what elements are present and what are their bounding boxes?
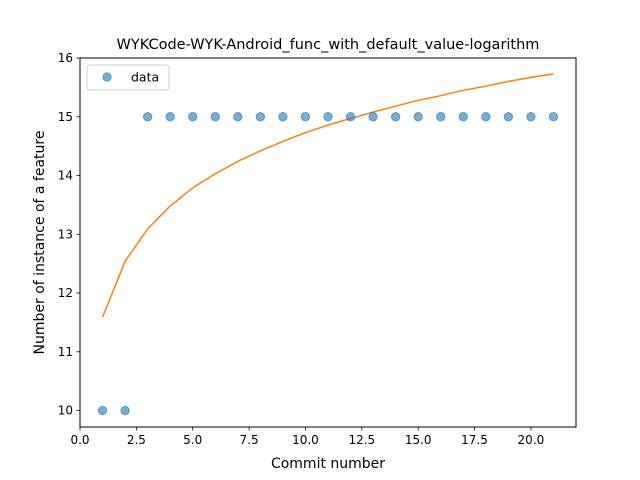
data-point xyxy=(278,112,288,122)
x-axis-label: Commit number xyxy=(271,456,385,472)
data-point xyxy=(97,405,108,416)
data-point xyxy=(142,112,153,122)
data-point xyxy=(345,112,356,122)
x-axis-ticks: 0.0 2.5 5.0 7.5 10.0 12.5 15.0 17.5 20.0 xyxy=(70,427,544,447)
legend: data xyxy=(86,64,170,91)
data-points-layer xyxy=(97,112,559,416)
data-point xyxy=(120,405,130,416)
x-tick-label: 20.0 xyxy=(518,433,545,447)
data-point xyxy=(233,112,243,122)
data-point xyxy=(188,112,198,122)
y-axis-ticks: 10 11 12 13 14 15 16 xyxy=(58,51,80,418)
y-tick-label: 10 xyxy=(58,404,73,418)
x-tick-label: 2.5 xyxy=(127,433,146,447)
y-axis-label: Number of instance of a feature xyxy=(32,131,48,355)
data-point xyxy=(255,112,266,122)
data-point xyxy=(165,112,175,122)
y-tick-label: 16 xyxy=(58,51,73,65)
x-tick-label: 17.5 xyxy=(461,433,488,447)
legend-label-data: data xyxy=(131,70,159,85)
y-tick-label: 14 xyxy=(58,169,73,183)
y-tick-label: 15 xyxy=(58,110,73,124)
legend-box xyxy=(86,64,170,91)
x-tick-label: 7.5 xyxy=(240,433,259,447)
x-tick-label: 15.0 xyxy=(405,433,432,447)
x-tick-label: 10.0 xyxy=(292,433,319,447)
y-tick-label: 11 xyxy=(58,345,73,359)
data-point xyxy=(481,112,491,122)
x-tick-label: 12.5 xyxy=(348,433,375,447)
plot-area: 0.0 2.5 5.0 7.5 10.0 12.5 15.0 17.5 20.0 1011121… xyxy=(58,51,577,447)
fit-line-layer xyxy=(101,73,554,318)
plot-frame xyxy=(79,57,577,428)
x-tick-label: 5.0 xyxy=(183,433,202,447)
data-point xyxy=(548,112,559,122)
data-point xyxy=(503,112,514,122)
data-point xyxy=(368,112,378,122)
data-point xyxy=(300,112,311,122)
legend-marker xyxy=(102,72,112,82)
fit-line xyxy=(101,73,554,318)
data-point xyxy=(210,112,220,122)
data-point xyxy=(436,112,446,122)
data-point xyxy=(458,112,468,122)
chart-title: WYKCode-WYK-Android_func_with_default_va… xyxy=(117,37,540,53)
data-point xyxy=(323,112,333,122)
y-tick-label: 13 xyxy=(58,227,73,241)
y-tick-label: 12 xyxy=(58,286,73,300)
data-point xyxy=(413,112,423,122)
data-point xyxy=(390,112,401,122)
x-tick-label: 0.0 xyxy=(70,433,89,447)
data-point xyxy=(526,112,536,122)
